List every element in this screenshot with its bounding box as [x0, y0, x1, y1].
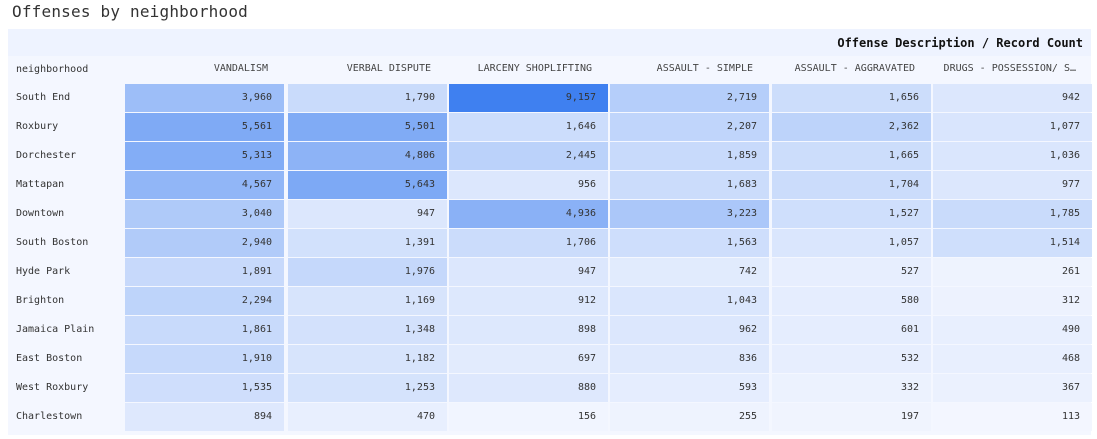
heatmap-cell: 1,077 [933, 113, 1092, 141]
pivot-label: Offense Description / Record Count [837, 36, 1083, 50]
row-label: Mattapan [16, 179, 65, 190]
heatmap-cell: 5,501 [288, 113, 447, 141]
heatmap-cell: 898 [449, 316, 608, 344]
heatmap-cell: 4,936 [449, 200, 608, 228]
heatmap-cell: 962 [610, 316, 769, 344]
heatmap-cell: 947 [288, 200, 447, 228]
heatmap-cell: 1,785 [933, 200, 1092, 228]
heatmap-cell: 9,157 [449, 84, 608, 112]
heatmap-cell: 255 [610, 403, 769, 431]
heatmap-cell: 490 [933, 316, 1092, 344]
heatmap-cell: 697 [449, 345, 608, 373]
heatmap-cell: 1,391 [288, 229, 447, 257]
heatmap-cell: 1,182 [288, 345, 447, 373]
heatmap-cell: 580 [772, 287, 931, 315]
row-label: Dorchester [16, 150, 77, 161]
heatmap-cell: 956 [449, 171, 608, 199]
row-label: Brighton [16, 295, 65, 306]
row-label: South Boston [16, 237, 89, 248]
heatmap-cell: 1,790 [288, 84, 447, 112]
heatmap-cell: 836 [610, 345, 769, 373]
heatmap-cell: 1,348 [288, 316, 447, 344]
heatmap-cell: 2,362 [772, 113, 931, 141]
column-header: ASSAULT - SIMPLE [656, 63, 753, 74]
row-label: Hyde Park [16, 266, 71, 277]
row-label: Downtown [16, 208, 65, 219]
heatmap-cell: 1,563 [610, 229, 769, 257]
heatmap-cell: 2,207 [610, 113, 769, 141]
heatmap-cell: 5,313 [125, 142, 284, 170]
row-header-neighborhood: neighborhood [16, 64, 89, 75]
heatmap-cell: 3,040 [125, 200, 284, 228]
heatmap-cell: 947 [449, 258, 608, 286]
heatmap-cell: 532 [772, 345, 931, 373]
heatmap-cell: 5,643 [288, 171, 447, 199]
heatmap-cell: 1,910 [125, 345, 284, 373]
heatmap-cell: 5,561 [125, 113, 284, 141]
heatmap-cell: 3,223 [610, 200, 769, 228]
heatmap-cell: 4,567 [125, 171, 284, 199]
heatmap-cell: 1,859 [610, 142, 769, 170]
chart-title: Offenses by neighborhood [12, 2, 248, 21]
row-label: East Boston [16, 353, 83, 364]
heatmap-cell: 912 [449, 287, 608, 315]
column-header: DRUGS - POSSESSION/ S… [943, 63, 1076, 74]
row-label: Roxbury [16, 121, 59, 132]
heatmap-cell: 527 [772, 258, 931, 286]
heatmap-cell: 1,043 [610, 287, 769, 315]
heatmap-cell: 1,169 [288, 287, 447, 315]
heatmap-cell: 1,057 [772, 229, 931, 257]
heatmap-cell: 1,976 [288, 258, 447, 286]
column-header: LARCENY SHOPLIFTING [477, 63, 592, 74]
heatmap-cell: 468 [933, 345, 1092, 373]
column-header: ASSAULT - AGGRAVATED [794, 63, 915, 74]
heatmap-cell: 894 [125, 403, 284, 431]
heatmap-cell: 197 [772, 403, 931, 431]
heatmap-cell: 1,535 [125, 374, 284, 402]
heatmap-cell: 4,806 [288, 142, 447, 170]
column-group-header [8, 29, 1091, 56]
heatmap-cell: 1,683 [610, 171, 769, 199]
column-header: VANDALISM [213, 63, 268, 74]
heatmap-cell: 2,940 [125, 229, 284, 257]
heatmap-cell: 470 [288, 403, 447, 431]
heatmap-cell: 261 [933, 258, 1092, 286]
heatmap-cell: 1,665 [772, 142, 931, 170]
heatmap-cell: 1,656 [772, 84, 931, 112]
heatmap-cell: 1,514 [933, 229, 1092, 257]
heatmap-cell: 367 [933, 374, 1092, 402]
heatmap-cell: 113 [933, 403, 1092, 431]
heatmap-cell: 1,704 [772, 171, 931, 199]
heatmap-cell: 1,253 [288, 374, 447, 402]
heatmap-cell: 1,861 [125, 316, 284, 344]
row-label: Charlestown [16, 411, 83, 422]
heatmap-cell: 1,646 [449, 113, 608, 141]
heatmap-cell: 977 [933, 171, 1092, 199]
heatmap-cell: 1,527 [772, 200, 931, 228]
heatmap-cell: 942 [933, 84, 1092, 112]
row-label: West Roxbury [16, 382, 89, 393]
heatmap-cell: 2,294 [125, 287, 284, 315]
heatmap-cell: 156 [449, 403, 608, 431]
heatmap-cell: 593 [610, 374, 769, 402]
heatmap-cell: 742 [610, 258, 769, 286]
row-label: South End [16, 92, 71, 103]
heatmap-cell: 3,960 [125, 84, 284, 112]
heatmap-cell: 1,891 [125, 258, 284, 286]
heatmap-cell: 312 [933, 287, 1092, 315]
heatmap-cell: 2,445 [449, 142, 608, 170]
heatmap-cell: 880 [449, 374, 608, 402]
heatmap-cell: 601 [772, 316, 931, 344]
column-header: VERBAL DISPUTE [346, 63, 431, 74]
row-label: Jamaica Plain [16, 324, 95, 335]
heatmap-cell: 2,719 [610, 84, 769, 112]
heatmap-cell: 1,706 [449, 229, 608, 257]
heatmap-cell: 1,036 [933, 142, 1092, 170]
heatmap-cell: 332 [772, 374, 931, 402]
